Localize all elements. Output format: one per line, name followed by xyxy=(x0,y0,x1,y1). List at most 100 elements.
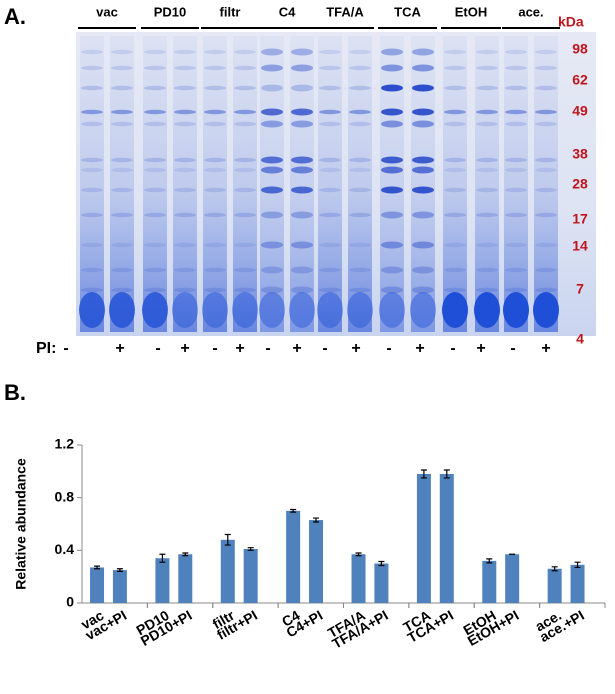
bar xyxy=(570,564,585,603)
gel-band xyxy=(204,65,226,71)
gel-band xyxy=(412,156,434,164)
bar xyxy=(178,554,193,603)
error-bar xyxy=(159,553,166,563)
gel-band xyxy=(291,108,313,116)
gel-band xyxy=(476,242,498,248)
gel-band xyxy=(291,166,313,174)
y-tick-label: 0 xyxy=(66,594,74,610)
error-bar xyxy=(116,568,123,572)
gel-band xyxy=(381,266,403,274)
gel-band xyxy=(535,212,557,218)
gel-band xyxy=(261,84,283,92)
gel-band xyxy=(319,187,341,193)
gel-lane xyxy=(348,36,372,332)
gel-band xyxy=(412,108,434,116)
gel-band xyxy=(234,109,256,115)
pi-sign: - xyxy=(265,340,270,357)
gel-band xyxy=(174,167,196,173)
gel-band xyxy=(319,157,341,163)
gel-band xyxy=(412,120,434,128)
gel-band xyxy=(412,84,434,92)
gel-band xyxy=(349,242,371,248)
gel-blob xyxy=(379,292,405,328)
bar xyxy=(90,567,105,603)
gel-band xyxy=(111,65,133,71)
error-bar xyxy=(443,469,450,479)
bar xyxy=(309,520,324,603)
lane-group-label: TCA xyxy=(394,4,421,19)
gel-band xyxy=(204,267,226,273)
kda-marker: 28 xyxy=(572,176,588,192)
gel-band xyxy=(319,49,341,55)
gel-band xyxy=(111,157,133,163)
lane-group-label: TFA/A xyxy=(326,4,364,19)
gel-band xyxy=(174,109,196,115)
error-bar xyxy=(290,508,297,513)
gel-band xyxy=(505,109,527,115)
gel-band xyxy=(81,85,103,91)
gel-band xyxy=(234,65,256,71)
lane-group-label: filtr xyxy=(220,4,241,19)
gel-band xyxy=(291,241,313,249)
gel-blob xyxy=(503,292,529,328)
gel-band xyxy=(319,65,341,71)
gel-band xyxy=(174,242,196,248)
kda-marker: 62 xyxy=(572,72,588,88)
gel-band xyxy=(381,84,403,92)
pi-sign: + xyxy=(541,340,550,357)
gel-band xyxy=(81,167,103,173)
gel-blob xyxy=(142,292,168,328)
pi-sign: + xyxy=(476,340,485,357)
gel-band xyxy=(204,167,226,173)
gel-band xyxy=(381,286,403,294)
gel-band xyxy=(291,286,313,294)
pi-sign: - xyxy=(510,340,515,357)
bar xyxy=(547,568,562,603)
gel-band xyxy=(111,109,133,115)
gel-band xyxy=(444,242,466,248)
gel-band xyxy=(412,166,434,174)
pi-sign: - xyxy=(212,340,217,357)
gel-band xyxy=(234,157,256,163)
error-bar xyxy=(574,561,581,569)
gel-lane xyxy=(475,36,499,332)
gel-lane xyxy=(318,36,342,332)
gel-band xyxy=(81,65,103,71)
gel-band xyxy=(174,49,196,55)
y-axis-label: Relative abundance xyxy=(13,458,29,590)
gel-band xyxy=(505,85,527,91)
gel-band xyxy=(476,167,498,173)
gel-band xyxy=(349,167,371,173)
gel-band xyxy=(111,212,133,218)
gel-band xyxy=(319,109,341,115)
gel-band xyxy=(505,157,527,163)
error-bar xyxy=(94,565,101,570)
lane-group-label: vac xyxy=(96,4,118,19)
gel-band xyxy=(444,167,466,173)
gel-band xyxy=(381,241,403,249)
gel-band xyxy=(234,212,256,218)
gel-blob xyxy=(172,292,198,328)
error-bar xyxy=(182,552,189,557)
x-tick-label: C4 xyxy=(279,607,303,630)
error-bar xyxy=(355,552,362,557)
gel-band xyxy=(476,121,498,127)
gel-band xyxy=(291,84,313,92)
gel-band xyxy=(174,267,196,273)
gel-band xyxy=(319,287,341,293)
gel-band xyxy=(174,157,196,163)
gel-band xyxy=(204,121,226,127)
gel-band xyxy=(444,65,466,71)
gel-band xyxy=(81,157,103,163)
gel-band xyxy=(476,212,498,218)
gel-band xyxy=(174,187,196,193)
gel-band xyxy=(291,64,313,72)
gel-band xyxy=(412,211,434,219)
gel-band xyxy=(261,156,283,164)
gel-lane xyxy=(534,36,558,332)
kda-marker: 17 xyxy=(572,211,588,227)
gel-band xyxy=(349,85,371,91)
gel-band xyxy=(144,109,166,115)
gel-band xyxy=(349,212,371,218)
